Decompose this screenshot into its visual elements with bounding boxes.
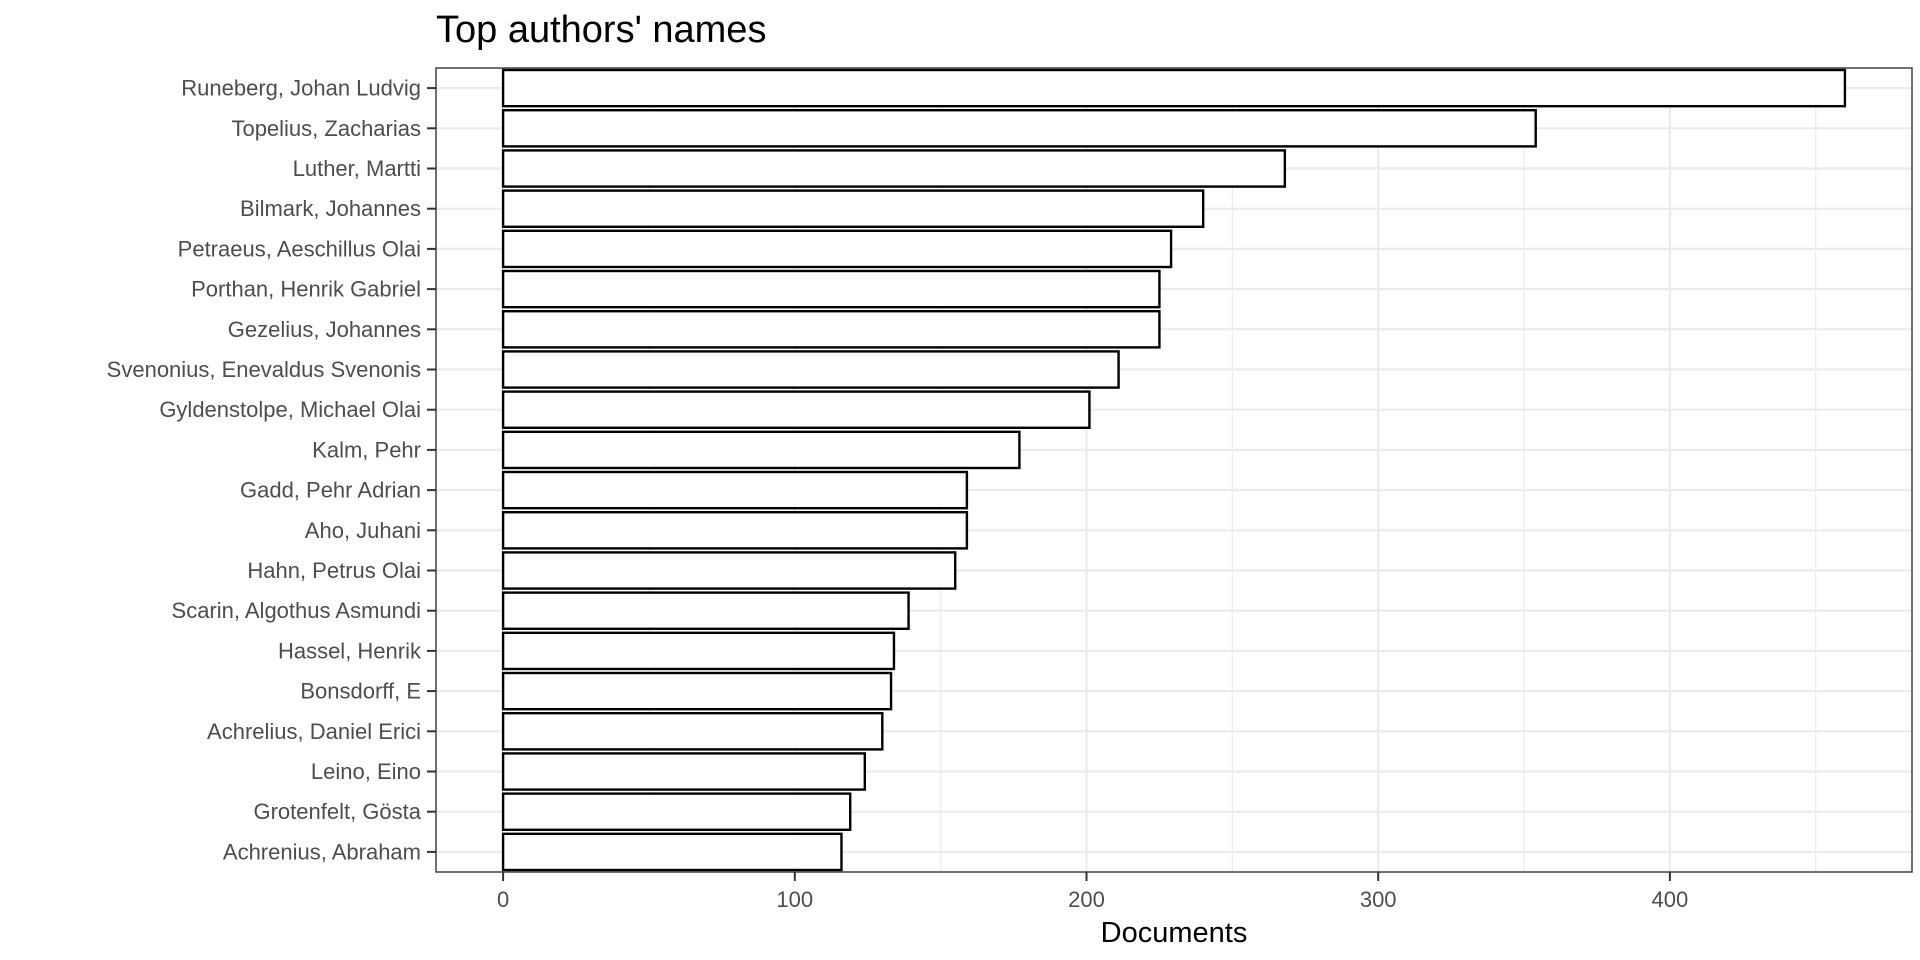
y-tick-label: Hahn, Petrus Olai [247,558,421,583]
panel-border [435,67,1913,873]
bar [501,350,1120,389]
y-tick-label: Achrenius, Abraham [223,839,421,864]
y-tick-label: Svenonius, Enevaldus Svenonis [107,357,421,382]
bar [501,68,1847,108]
x-tick-label: 200 [1068,887,1105,912]
bars [501,68,1847,872]
x-axis-title: Documents [1101,917,1248,949]
y-tick-label: Hassel, Henrik [278,638,422,663]
bar [501,671,893,711]
y-tick-label: Gyldenstolpe, Michael Olai [159,397,421,422]
x-axis: 0 100 200 300 400 [497,872,1688,912]
minor-gridlines [648,68,1817,872]
x-tick-label: 300 [1360,887,1397,912]
bar [501,631,896,671]
bar [501,752,866,791]
bar [501,792,852,831]
y-tick-label: Grotenfelt, Gösta [253,799,421,824]
y-tick-label: Aho, Juhani [305,518,421,543]
bar [501,712,884,751]
x-tick-label: 400 [1652,887,1689,912]
bar [501,109,1537,148]
x-tick-label: 0 [497,887,509,912]
y-axis: Runeberg, Johan Ludvig Topelius, Zacharia… [107,76,436,864]
x-tick-label: 100 [776,887,813,912]
chart-title: Top authors' names [436,9,766,51]
y-tick-label: Luther, Martti [293,156,421,181]
bar [501,269,1161,309]
y-tick-label: Topelius, Zacharias [231,116,421,141]
bar [501,430,1021,470]
bar [501,189,1205,228]
y-tick-label: Scarin, Algothus Asmundi [172,598,421,623]
bar [501,229,1173,269]
bar [501,390,1091,429]
bar [501,511,969,550]
y-tick-label: Achrelius, Daniel Erici [207,719,421,744]
bar [501,149,1287,188]
bar [501,591,910,630]
major-gridlines [436,68,1912,872]
y-tick-label: Kalm, Pehr [312,437,421,462]
y-tick-label: Runeberg, Johan Ludvig [181,76,421,101]
bar [501,470,969,510]
bar [501,551,957,590]
y-tick-label: Bilmark, Johannes [240,196,421,221]
bar [501,832,843,872]
y-tick-label: Gadd, Pehr Adrian [240,478,421,503]
y-tick-label: Leino, Eino [311,759,421,784]
y-tick-label: Gezelius, Johannes [228,317,421,342]
y-tick-label: Porthan, Henrik Gabriel [191,277,421,302]
y-tick-label: Bonsdorff, E [300,679,421,704]
y-tick-label: Petraeus, Aeschillus Olai [178,236,421,261]
bar [501,310,1161,349]
